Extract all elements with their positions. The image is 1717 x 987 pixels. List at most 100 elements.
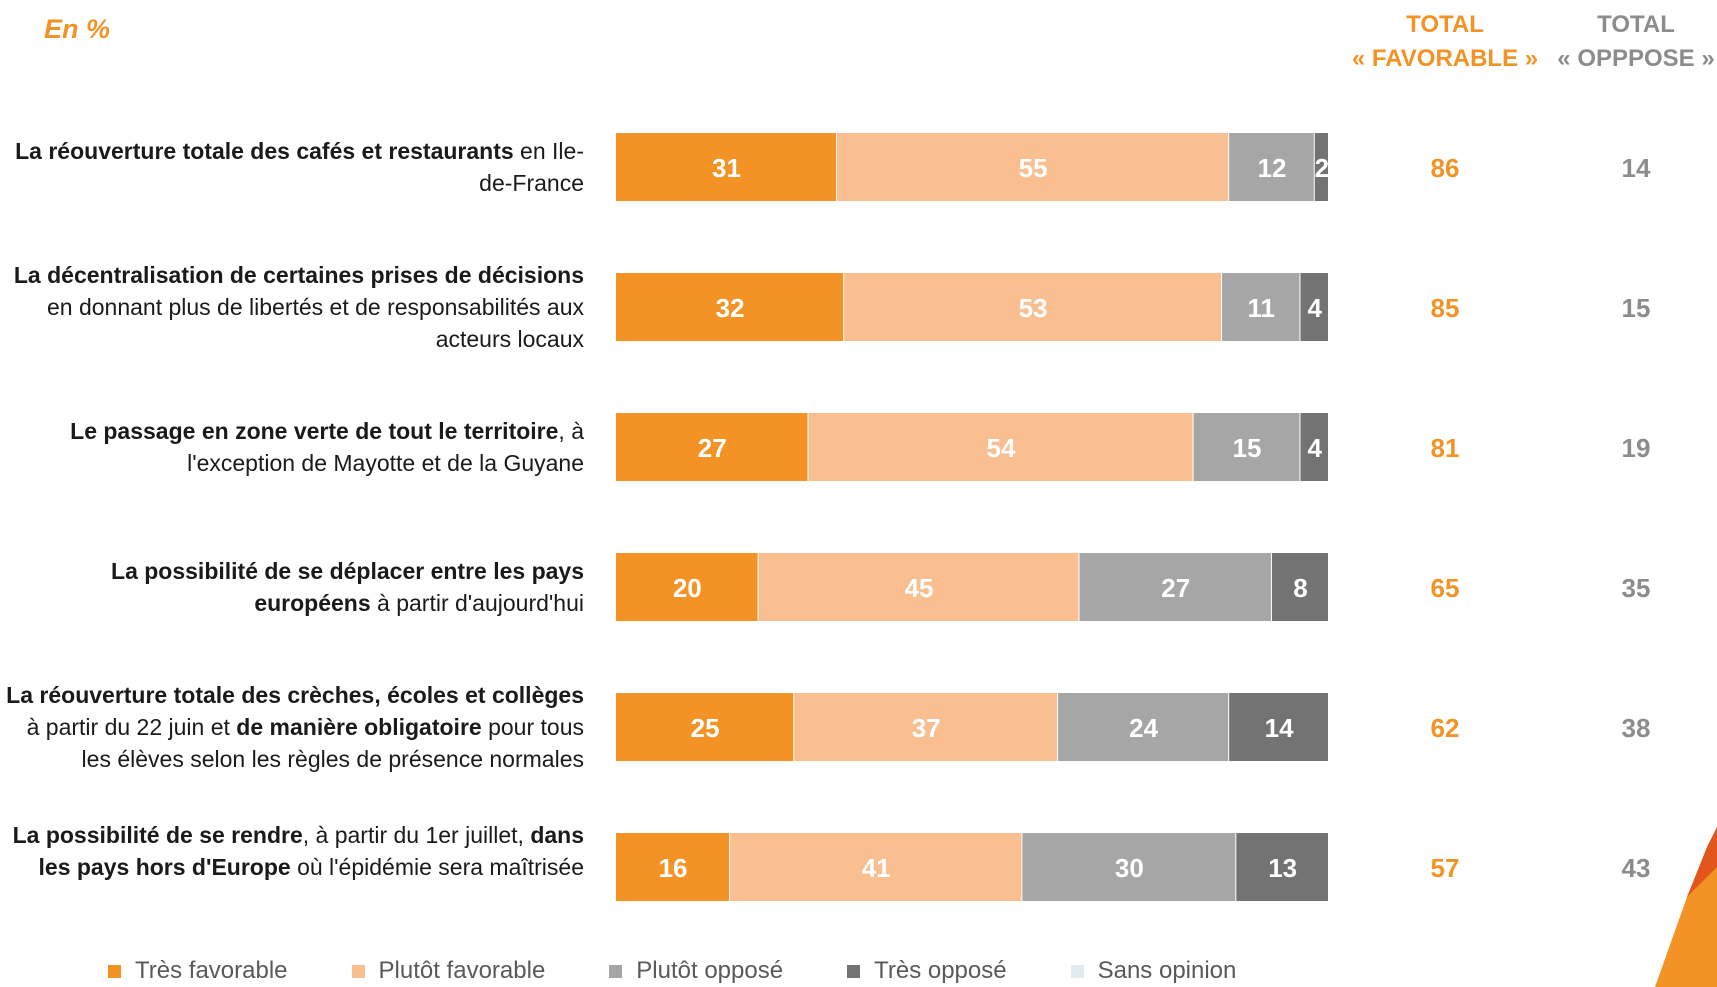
total-oppose-value: 15 <box>1622 293 1651 323</box>
chart-legend: Très favorable Plutôt favorable Plutôt opp… <box>108 957 1236 985</box>
corner-decoration <box>1655 827 1717 987</box>
data-label-tres-favorable: 25 <box>691 713 720 743</box>
legend-item-plutot-favorable: Plutôt favorable <box>351 957 546 985</box>
bar-segment-tres-oppose <box>1314 133 1329 201</box>
bar-segment-tres-favorable <box>616 833 731 901</box>
legend-swatch <box>108 964 121 978</box>
category-label-text: en donnant plus de libertés et de respon… <box>46 294 584 352</box>
bar-segment-plutot-favorable <box>758 553 1080 621</box>
category-label-bold: de manière obligatoire <box>236 714 482 740</box>
bar-segment-tres-favorable <box>616 273 845 341</box>
unit-label: En % <box>44 14 111 44</box>
bar-segment-tres-favorable <box>616 413 809 481</box>
data-label-tres-oppose: 2 <box>1315 153 1329 183</box>
category-label-bold: La décentralisation de certaines prises … <box>13 262 584 288</box>
legend-label: Plutôt opposé <box>636 957 784 984</box>
legend-item-plutot-oppose: Plutôt opposé <box>609 957 783 985</box>
bar-segment-plutot-oppose <box>1193 413 1301 481</box>
category-label-bold: La réouverture totale des crèches, école… <box>6 682 584 708</box>
data-label-tres-favorable: 27 <box>698 433 727 463</box>
data-label-tres-favorable: 20 <box>673 573 702 603</box>
total-oppose-value: 14 <box>1622 153 1651 183</box>
legend-label: Plutôt favorable <box>378 957 546 984</box>
data-label-tres-oppose: 14 <box>1265 713 1294 743</box>
category-label-text: pour tous les élèves selon les règles de… <box>81 714 584 772</box>
bar-segment-tres-favorable <box>616 553 759 621</box>
total-oppose-header: TOTAL « OPPPOSE » <box>1536 8 1717 76</box>
total-favorable-value: 81 <box>1431 433 1460 463</box>
total-favorable-value: 65 <box>1431 573 1460 603</box>
bar-segment-tres-oppose <box>1300 413 1329 481</box>
category-label-bold: dans les pays hors d'Europe <box>38 822 584 880</box>
bar-segment-plutot-oppose <box>1222 273 1301 341</box>
total-favorable-header-line2: « FAVORABLE » <box>1351 45 1539 72</box>
category-label: La réouverture totale des cafés et resta… <box>0 135 584 199</box>
legend-label: Sans opinion <box>1097 957 1237 984</box>
data-label-plutot-favorable: 45 <box>905 573 934 603</box>
data-label-tres-oppose: 13 <box>1268 853 1297 883</box>
bar-segment-plutot-oppose <box>1079 553 1272 621</box>
bar-segment-plutot-oppose <box>1229 133 1315 201</box>
category-label: La décentralisation de certaines prises … <box>0 259 584 355</box>
data-label-tres-oppose: 4 <box>1308 433 1323 463</box>
category-label-bold: La possibilité de se rendre <box>12 822 303 848</box>
bar-segment-plutot-oppose <box>1022 833 1237 901</box>
data-label-tres-favorable: 31 <box>712 153 741 183</box>
bar-segment-tres-oppose <box>1300 273 1329 341</box>
total-oppose-header-line1: TOTAL <box>1597 11 1675 38</box>
data-label-plutot-oppose: 12 <box>1257 153 1286 183</box>
total-oppose-header-line2: « OPPPOSE » <box>1557 45 1715 72</box>
category-label-text: à partir d'aujourd'hui <box>370 590 584 616</box>
data-label-tres-oppose: 8 <box>1293 573 1307 603</box>
category-label-text: en Ile-de-France <box>479 138 584 196</box>
total-favorable-header: TOTAL « FAVORABLE » <box>1345 8 1545 76</box>
data-label-plutot-favorable: 54 <box>987 433 1016 463</box>
data-label-tres-oppose: 4 <box>1308 293 1323 323</box>
bar-segment-plutot-favorable <box>837 133 1230 201</box>
category-label-bold: Le passage en zone verte de tout le terr… <box>70 418 559 444</box>
data-label-plutot-oppose: 27 <box>1161 573 1190 603</box>
data-label-plutot-favorable: 37 <box>912 713 941 743</box>
category-label: Le passage en zone verte de tout le terr… <box>0 415 584 479</box>
total-favorable-value: 85 <box>1431 293 1460 323</box>
category-label-text: , à l'exception de Mayotte et de la Guya… <box>187 418 584 476</box>
legend-item-tres-favorable: Très favorable <box>108 957 288 985</box>
legend-item-tres-oppose: Très opposé <box>847 957 1007 985</box>
total-favorable-value: 57 <box>1431 853 1460 883</box>
total-oppose-value: 19 <box>1622 433 1651 463</box>
bar-segment-tres-oppose <box>1236 833 1329 901</box>
legend-swatch <box>1070 964 1084 978</box>
bar-segment-tres-oppose <box>1229 693 1329 761</box>
bar-segment-plutot-favorable <box>794 693 1059 761</box>
data-label-plutot-favorable: 55 <box>1019 153 1048 183</box>
total-favorable-value: 86 <box>1431 153 1460 183</box>
category-label: La réouverture totale des crèches, école… <box>0 679 584 775</box>
legend-swatch <box>847 964 861 978</box>
data-label-plutot-oppose: 15 <box>1233 433 1262 463</box>
category-label: La possibilité de se déplacer entre les … <box>0 555 584 619</box>
legend-swatch <box>609 964 623 978</box>
legend-item-sans-opinion: Sans opinion <box>1070 957 1237 985</box>
data-label-tres-favorable: 32 <box>716 293 745 323</box>
bar-segment-plutot-oppose <box>1058 693 1230 761</box>
data-label-tres-favorable: 16 <box>659 853 688 883</box>
legend-swatch <box>351 964 365 978</box>
data-label-plutot-oppose: 24 <box>1129 713 1158 743</box>
data-label-plutot-favorable: 41 <box>862 853 891 883</box>
total-favorable-header-line1: TOTAL <box>1406 11 1484 38</box>
category-label-text: à partir du 22 juin et <box>26 714 237 740</box>
bar-segment-tres-favorable <box>616 133 838 201</box>
data-label-plutot-oppose: 30 <box>1115 853 1144 883</box>
legend-label: Très opposé <box>874 957 1007 984</box>
data-label-plutot-oppose: 11 <box>1248 293 1276 323</box>
bar-segment-plutot-favorable <box>844 273 1223 341</box>
bar-segment-plutot-favorable <box>808 413 1194 481</box>
bar-segment-tres-favorable <box>616 693 795 761</box>
category-label-text: où l'épidémie sera maîtrisée <box>290 854 584 880</box>
total-favorable-value: 62 <box>1431 713 1460 743</box>
category-label: La possibilité de se rendre, à partir du… <box>0 819 584 883</box>
bar-segment-plutot-favorable <box>730 833 1023 901</box>
legend-label: Très favorable <box>135 957 288 984</box>
category-label-bold: La possibilité de se déplacer entre les … <box>111 558 584 616</box>
